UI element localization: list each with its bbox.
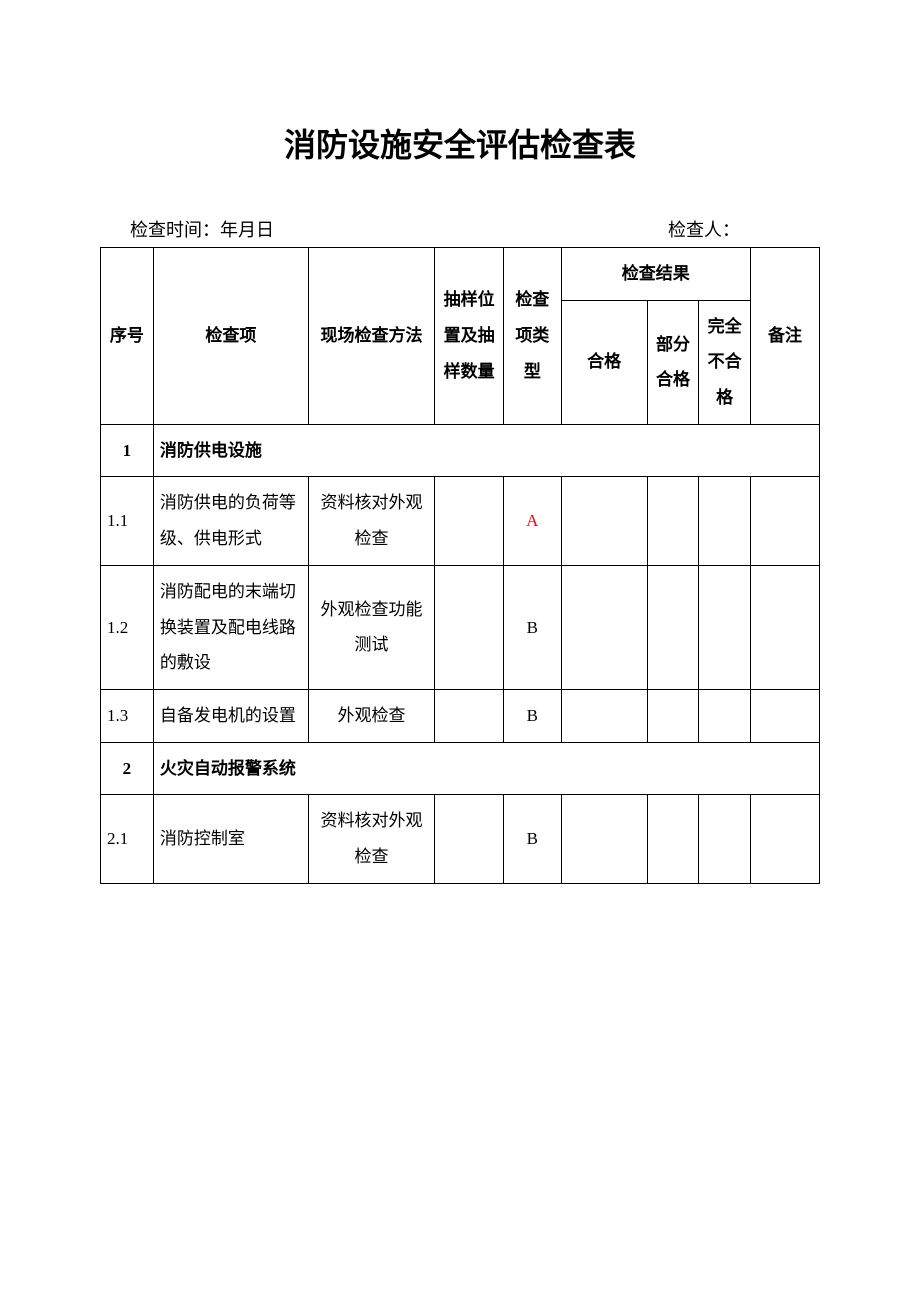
section-header-row: 2火灾自动报警系统 — [101, 742, 820, 795]
inspection-table: 序号 检查项 现场检查方法 抽样位置及抽样数量 检查项类型 检查结果 备注 合格… — [100, 247, 820, 884]
cell-sample — [435, 795, 504, 883]
check-time-label: 检查时间：年月日 — [130, 216, 668, 242]
table-row: 2.1消防控制室资料核对外观检查 B — [101, 795, 820, 883]
cell-type: B — [504, 689, 561, 742]
cell-type: B — [504, 565, 561, 689]
cell-method: 资料核对外观检查 — [308, 795, 434, 883]
cell-num: 2.1 — [101, 795, 154, 883]
cell-partial — [647, 477, 699, 565]
table-row: 1.1消防供电的负荷等级、供电形式资料核对外观检查 A — [101, 477, 820, 565]
cell-partial — [647, 795, 699, 883]
header-type: 检查项类型 — [504, 248, 561, 425]
header-sample: 抽样位置及抽样数量 — [435, 248, 504, 425]
cell-num: 1.1 — [101, 477, 154, 565]
header-fail: 完全不合格 — [699, 300, 751, 424]
cell-note — [751, 689, 820, 742]
cell-item: 消防控制室 — [153, 795, 308, 883]
cell-pass — [561, 795, 647, 883]
header-pass: 合格 — [561, 300, 647, 424]
cell-fail — [699, 795, 751, 883]
cell-note — [751, 795, 820, 883]
cell-type: A — [504, 477, 561, 565]
cell-num: 1.3 — [101, 689, 154, 742]
cell-item: 消防配电的末端切换装置及配电线路的敷设 — [153, 565, 308, 689]
cell-sample — [435, 565, 504, 689]
cell-fail — [699, 565, 751, 689]
section-num: 1 — [101, 424, 154, 477]
header-note: 备注 — [751, 248, 820, 425]
section-num: 2 — [101, 742, 154, 795]
cell-pass — [561, 565, 647, 689]
header-seq: 序号 — [101, 248, 154, 425]
section-header-row: 1消防供电设施 — [101, 424, 820, 477]
cell-item: 消防供电的负荷等级、供电形式 — [153, 477, 308, 565]
section-title: 消防供电设施 — [153, 424, 819, 477]
inspector-label: 检查人： — [668, 216, 800, 242]
cell-pass — [561, 477, 647, 565]
table-row: 1.3自备发电机的设置外观检查 B — [101, 689, 820, 742]
header-item: 检查项 — [153, 248, 308, 425]
header-method: 现场检查方法 — [308, 248, 434, 425]
cell-method: 外观检查 — [308, 689, 434, 742]
cell-sample — [435, 477, 504, 565]
cell-method: 外观检查功能测试 — [308, 565, 434, 689]
table-row: 1.2消防配电的末端切换装置及配电线路的敷设外观检查功能测试 B — [101, 565, 820, 689]
cell-pass — [561, 689, 647, 742]
page-title: 消防设施安全评估检查表 — [100, 120, 820, 166]
cell-num: 1.2 — [101, 565, 154, 689]
cell-partial — [647, 565, 699, 689]
cell-item: 自备发电机的设置 — [153, 689, 308, 742]
cell-type: B — [504, 795, 561, 883]
meta-row: 检查时间：年月日 检查人： — [100, 216, 820, 242]
cell-partial — [647, 689, 699, 742]
cell-note — [751, 477, 820, 565]
cell-method: 资料核对外观检查 — [308, 477, 434, 565]
cell-fail — [699, 477, 751, 565]
header-result: 检查结果 — [561, 248, 750, 301]
section-title: 火灾自动报警系统 — [153, 742, 819, 795]
header-partial: 部分合格 — [647, 300, 699, 424]
cell-fail — [699, 689, 751, 742]
cell-sample — [435, 689, 504, 742]
cell-note — [751, 565, 820, 689]
